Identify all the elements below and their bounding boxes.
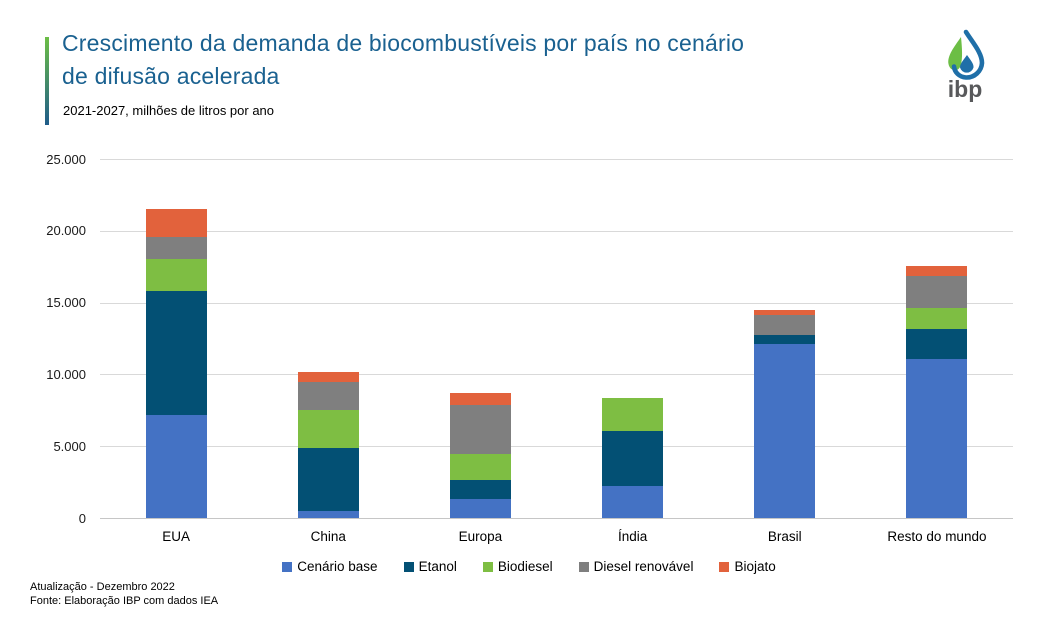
legend-swatch-icon	[578, 561, 589, 572]
gridline-5000	[100, 446, 1013, 448]
bar-segment-EUA-Diesel renovável	[145, 237, 207, 259]
bar-segment-Brasil-Biojato	[754, 309, 816, 315]
legend-label: Etanol	[418, 559, 457, 574]
gridline-25000	[100, 159, 1013, 160]
bar-segment-China-Diesel renovável	[297, 382, 359, 410]
x-axis-label-Resto do mundo: Resto do mundo	[887, 529, 987, 544]
drop-outline-shape	[951, 29, 985, 80]
bar-segment-Resto do mundo-Biodiesel	[906, 308, 968, 330]
legend-item-Etanol: Etanol	[403, 559, 457, 574]
bar-segment-China-Biojato	[297, 372, 359, 383]
plot-area: 0 5.000 10.000 15.000 20.000 25.000	[46, 152, 1013, 526]
legend-item-Diesel renovável: Diesel renovável	[578, 559, 694, 574]
gridline-20000	[100, 230, 1013, 232]
bar-segment-EUA-Etanol	[145, 291, 207, 415]
title-accent-bar	[45, 37, 49, 125]
footer: Atualização - Dezembro 2022 Fonte: Elabo…	[30, 581, 218, 608]
legend-swatch-icon	[403, 561, 414, 572]
bar-segment-Brasil-Diesel renovável	[754, 314, 816, 335]
water-drop-leaf-icon	[948, 29, 985, 80]
gridline-0	[100, 518, 1013, 519]
bar-segment-China-Biodiesel	[297, 409, 359, 448]
bar-segment-EUA-Biojato	[145, 208, 207, 238]
page-title-line1: Crescimento da demanda de biocombustívei…	[62, 30, 745, 56]
bar-segment-Índia-Etanol	[602, 431, 664, 486]
footer-source-line: Fonte: Elaboração IBP com dados IEA	[30, 594, 219, 607]
y-axis-tick-label: 15.000	[46, 295, 86, 311]
legend-swatch-icon	[719, 561, 730, 572]
legend-swatch-icon	[482, 561, 493, 572]
bar-segment-China-Cenário base	[297, 510, 359, 518]
legend-item-Cenário base: Cenário base	[282, 559, 378, 574]
legend-item-Biodiesel: Biodiesel	[482, 559, 553, 574]
legend-item-Biojato: Biojato	[719, 559, 776, 574]
footer-update-line: Atualização - Dezembro 2022	[30, 581, 175, 593]
bar-segment-Europa-Cenário base	[449, 499, 511, 518]
bar-segment-Resto do mundo-Cenário base	[906, 359, 968, 518]
bar-segment-Índia-Biodiesel	[602, 398, 664, 432]
y-axis-tick-label: 5.000	[53, 438, 86, 454]
x-axis-label-Índia: Índia	[617, 529, 648, 544]
bar-segment-Índia-Cenário base	[602, 485, 664, 518]
x-axis-label-Brasil: Brasil	[767, 529, 802, 544]
ibp-logo: ibp	[948, 29, 985, 102]
legend: Cenário base Etanol Biodiesel Diesel renová…	[0, 559, 1058, 574]
inner-drop-shape	[959, 55, 974, 73]
legend-label: Biodiesel	[497, 559, 553, 574]
x-axis-label-China: China	[310, 529, 346, 544]
bar-segment-Brasil-Etanol	[754, 334, 816, 344]
page-subtitle: 2021-2027, milhões de litros por ano	[63, 103, 275, 118]
x-axis-label-Europa: Europa	[458, 529, 503, 544]
bar-segment-Resto do mundo-Biojato	[906, 266, 968, 277]
bar-segment-EUA-Biodiesel	[145, 258, 207, 292]
bar-segment-EUA-Cenário base	[145, 414, 207, 518]
legend-label: Cenário base	[297, 559, 378, 574]
y-axis-tick-label: 10.000	[46, 366, 86, 382]
gridline-15000	[100, 302, 1013, 304]
legend-label: Biojato	[734, 559, 776, 574]
bar-segment-Europa-Etanol	[449, 479, 511, 500]
x-axis-label-EUA: EUA	[162, 529, 190, 544]
leaf-shape	[948, 37, 963, 71]
bar-segment-Resto do mundo-Diesel renovável	[906, 276, 968, 309]
y-axis-tick-label: 0	[78, 510, 86, 526]
y-axis-tick-label: 25.000	[46, 151, 86, 167]
bar-segment-Europa-Biojato	[449, 393, 511, 406]
gridline-10000	[100, 374, 1013, 376]
y-axis-tick-label: 20.000	[46, 223, 86, 239]
bar-segment-China-Etanol	[297, 447, 359, 511]
bar-segment-Europa-Diesel renovável	[449, 405, 511, 455]
legend-label: Diesel renovável	[593, 559, 694, 574]
legend-swatch-icon	[282, 561, 293, 572]
page-title: Crescimento da demanda de biocombustívei…	[62, 27, 922, 93]
bar-segment-Resto do mundo-Etanol	[906, 329, 968, 360]
ibp-logo-text: ibp	[948, 76, 983, 102]
page-title-line2: de difusão acelerada	[62, 63, 280, 89]
x-axis-labels: EUA China Europa Índia Brasil Resto do mundo	[100, 529, 1013, 544]
bar-segment-Europa-Biodiesel	[449, 454, 511, 480]
bar-segment-Brasil-Cenário base	[754, 343, 816, 518]
